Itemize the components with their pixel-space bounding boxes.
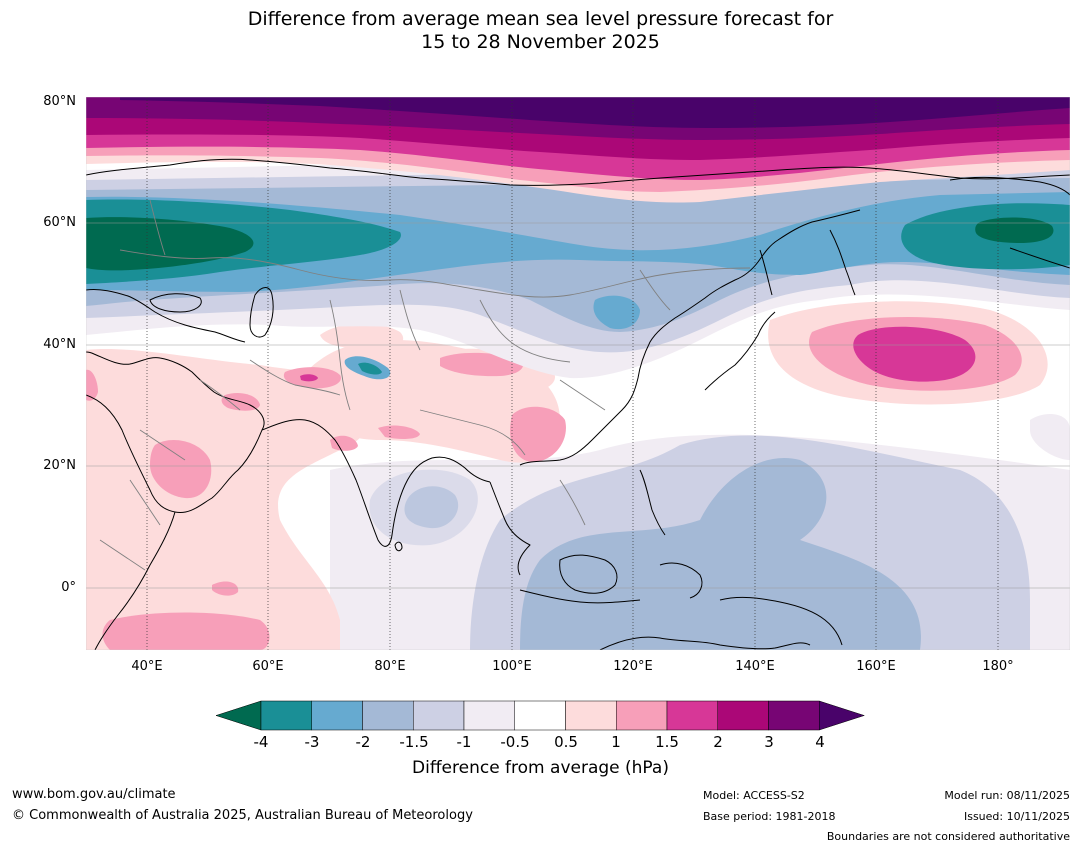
colorbar-tick: 3 (764, 733, 774, 751)
anomaly-contour-neg-2-lobe (593, 295, 640, 330)
colorbar-tick: 1 (611, 733, 621, 751)
lat-tick-equator: 0° (61, 580, 76, 595)
lon-tick-80e: 80°E (374, 659, 406, 674)
colorbar-tick: -1 (456, 733, 472, 751)
colorbar-segment (514, 700, 566, 731)
anomaly-contour-pos-1-africa (212, 581, 239, 596)
anomaly-contour-pos-1-nepal (378, 425, 420, 439)
anomaly-contour-neg-3-kashmir (358, 362, 382, 375)
copyright-text: © Commonwealth of Australia 2025, Austra… (12, 808, 473, 823)
colorbar-label: Difference from average (hPa) (412, 758, 669, 778)
chart-title: Difference from average mean sea level p… (0, 8, 1081, 54)
anomaly-contour-neg-4-west (86, 217, 254, 271)
anomaly-contour-pos-0-5-caspian (320, 323, 404, 351)
lat-tick-20n: 20°N (43, 458, 76, 473)
anomaly-contour-neg-4-east (975, 217, 1054, 243)
meridians (146, 97, 999, 650)
lon-tick-60e: 60°E (252, 659, 284, 674)
colorbar-segment (616, 700, 668, 731)
anomaly-contour-pos-1-indian-ocean (102, 612, 270, 650)
colorbar-segment (717, 700, 769, 731)
model-text: Model: ACCESS-S2 (703, 789, 805, 802)
colorbar-segment (666, 700, 718, 731)
lat-tick-40n: 40°N (43, 337, 76, 352)
colorbar-segment (463, 700, 515, 731)
colorbar-segment (768, 700, 820, 731)
lon-tick-120e: 120°E (613, 659, 653, 674)
colorbar-tick: -4 (253, 733, 269, 751)
colorbar-tick: 2 (713, 733, 723, 751)
title-line-2: 15 to 28 November 2025 (421, 31, 660, 53)
colorbar-tick: -2 (355, 733, 371, 751)
anomaly-contour-neg-0-5-dateline (1030, 414, 1070, 460)
colorbar-segment (260, 700, 312, 731)
pressure-anomaly-field (86, 97, 1070, 650)
lon-tick-40e: 40°E (131, 659, 163, 674)
colorbar-tick: -1.5 (399, 733, 429, 751)
anomaly-contour-pos-1-west-edge (86, 369, 98, 401)
coastlines (86, 158, 1070, 650)
base-period-text: Base period: 1981-2018 (703, 810, 836, 823)
lon-tick-160e: 160°E (856, 659, 896, 674)
colorbar-segment (311, 700, 363, 731)
colorbar (215, 700, 866, 731)
colorbar-tick: 1.5 (655, 733, 679, 751)
colorbar-tick: 4 (815, 733, 825, 751)
anomaly-contour-pos-1-5-pacific (853, 326, 976, 382)
anomaly-contour-pos-4-arctic (120, 97, 1070, 128)
anomaly-contour-pos-1-arabia (150, 440, 212, 499)
colorbar-tick: -0.5 (500, 733, 530, 751)
title-line-1: Difference from average mean sea level p… (247, 8, 834, 30)
anomaly-contour-pos-1-tarim (440, 352, 524, 377)
anomaly-contour-pos-0-5-west (86, 348, 371, 650)
lat-tick-80n: 80°N (43, 94, 76, 109)
colorbar-tick: 0.5 (554, 733, 578, 751)
website-link[interactable]: www.bom.gov.au/climate (12, 787, 176, 802)
disclaimer-text: Boundaries are not considered authoritat… (826, 830, 1070, 843)
lon-tick-100e: 100°E (492, 659, 532, 674)
lat-tick-60n: 60°N (43, 215, 76, 230)
colorbar-tick: -3 (304, 733, 320, 751)
lon-tick-140e: 140°E (735, 659, 775, 674)
colorbar-extend-high (819, 700, 866, 731)
model-run-text: Model run: 08/11/2025 (944, 789, 1070, 802)
colorbar-segment (362, 700, 414, 731)
lon-tick-180: 180° (982, 659, 1014, 674)
anomaly-contour-pos-1-5-iran (300, 374, 318, 382)
graticule (86, 222, 1070, 589)
borders (99, 199, 751, 571)
anomaly-contour-neg-1-bengal (369, 469, 478, 546)
colorbar-segment (565, 700, 617, 731)
anomaly-contour-pos-1-india (330, 435, 358, 451)
colorbar-segment (413, 700, 465, 731)
issued-text: Issued: 10/11/2025 (963, 810, 1070, 823)
anomaly-contour-pos-1-south-china (510, 406, 566, 463)
colorbar-extend-low (215, 700, 262, 731)
